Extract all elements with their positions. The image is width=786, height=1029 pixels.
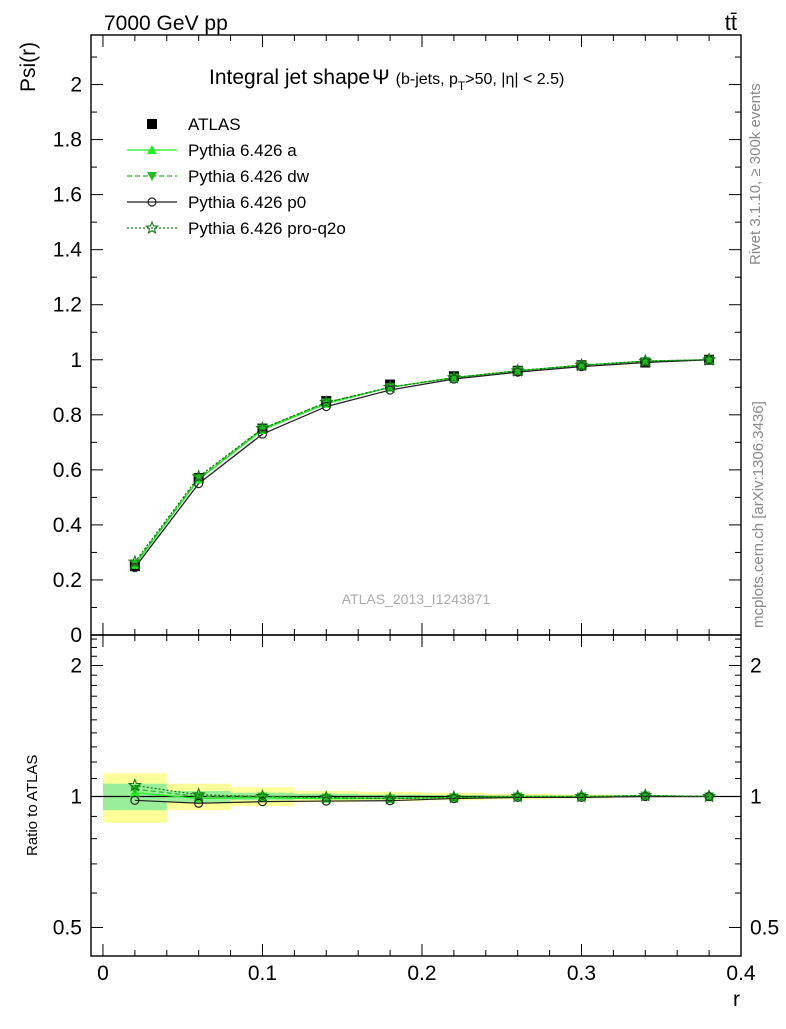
legend-label: Pythia 6.426 pro-q2o: [188, 219, 346, 238]
legend-label: Pythia 6.426 a: [188, 141, 297, 160]
ratio-y-tick-label: 1: [70, 785, 82, 808]
x-tick-label: 0.3: [567, 962, 596, 985]
legend-label: Pythia 6.426 p0: [188, 193, 306, 212]
series-line-0: [135, 360, 709, 565]
legend-marker: [147, 119, 157, 129]
y-tick-label: 0.8: [53, 404, 82, 427]
y-tick-label: 1.8: [53, 129, 82, 152]
y-tick-label: 1: [70, 349, 82, 372]
y-tick-label: 0.4: [53, 514, 83, 537]
x-tick-label: 0.2: [407, 962, 436, 985]
ratio-y-tick-label: 2: [70, 654, 82, 677]
ratio-y-axis-label: Ratio to ATLAS: [24, 755, 41, 856]
ratio-y-tick-label-right: 2: [750, 654, 762, 677]
x-axis-label: r: [733, 988, 740, 1011]
main-series-layer: [129, 354, 715, 572]
ratio-y-tick-label-right: 0.5: [750, 916, 779, 939]
x-tick-label: 0: [97, 962, 109, 985]
x-tick-label: 0.1: [248, 962, 277, 985]
y-axis-label: Psi(r): [17, 42, 40, 92]
y-tick-label: 1.2: [53, 294, 82, 317]
title-symbol: Ψ: [372, 66, 390, 89]
y-tick-label: 1.6: [53, 184, 82, 207]
plot-title: Integral jet shapeΨ(b-jets, pT>50, |η| <…: [209, 66, 564, 93]
legend-label: ATLAS: [188, 115, 241, 134]
y-tick-label: 0: [70, 624, 82, 647]
title-condition: (b-jets, p: [396, 71, 458, 88]
title-condition-rest: >50, |η| < 2.5): [465, 71, 564, 88]
rivet-version-label: Rivet 3.1.10, ≥ 300k events: [747, 83, 764, 265]
y-tick-label: 1.4: [53, 239, 83, 262]
x-tick-label: 0.4: [726, 962, 756, 985]
series-line-3: [135, 360, 709, 562]
y-tick-label: 2: [70, 74, 82, 97]
legend: ATLAS Pythia 6.426 a Pythia 6.426 dw Pythia…: [127, 115, 346, 238]
axis-ticks: 0 0.1 0.2 0.3 0.4 0 0.2 0.4 0.6 0.8 1 1.2 1.4 1.6 1.8 2…: [53, 35, 779, 985]
series-line-2: [135, 360, 709, 568]
ratio-y-tick-label-right: 1: [750, 785, 762, 808]
title-main: Integral jet shape: [209, 66, 370, 89]
legend-label: Pythia 6.426 dw: [188, 167, 310, 186]
y-tick-label: 0.6: [53, 459, 82, 482]
mcplots-label: mcplots.cern.ch [arXiv:1306.3436]: [750, 401, 767, 628]
energy-label: 7000 GeV pp: [104, 12, 228, 35]
ratio-y-tick-label: 0.5: [53, 916, 82, 939]
process-label: tt̄: [725, 10, 737, 35]
analysis-watermark: ATLAS_2013_I1243871: [342, 591, 491, 607]
y-tick-label: 0.2: [53, 569, 82, 592]
